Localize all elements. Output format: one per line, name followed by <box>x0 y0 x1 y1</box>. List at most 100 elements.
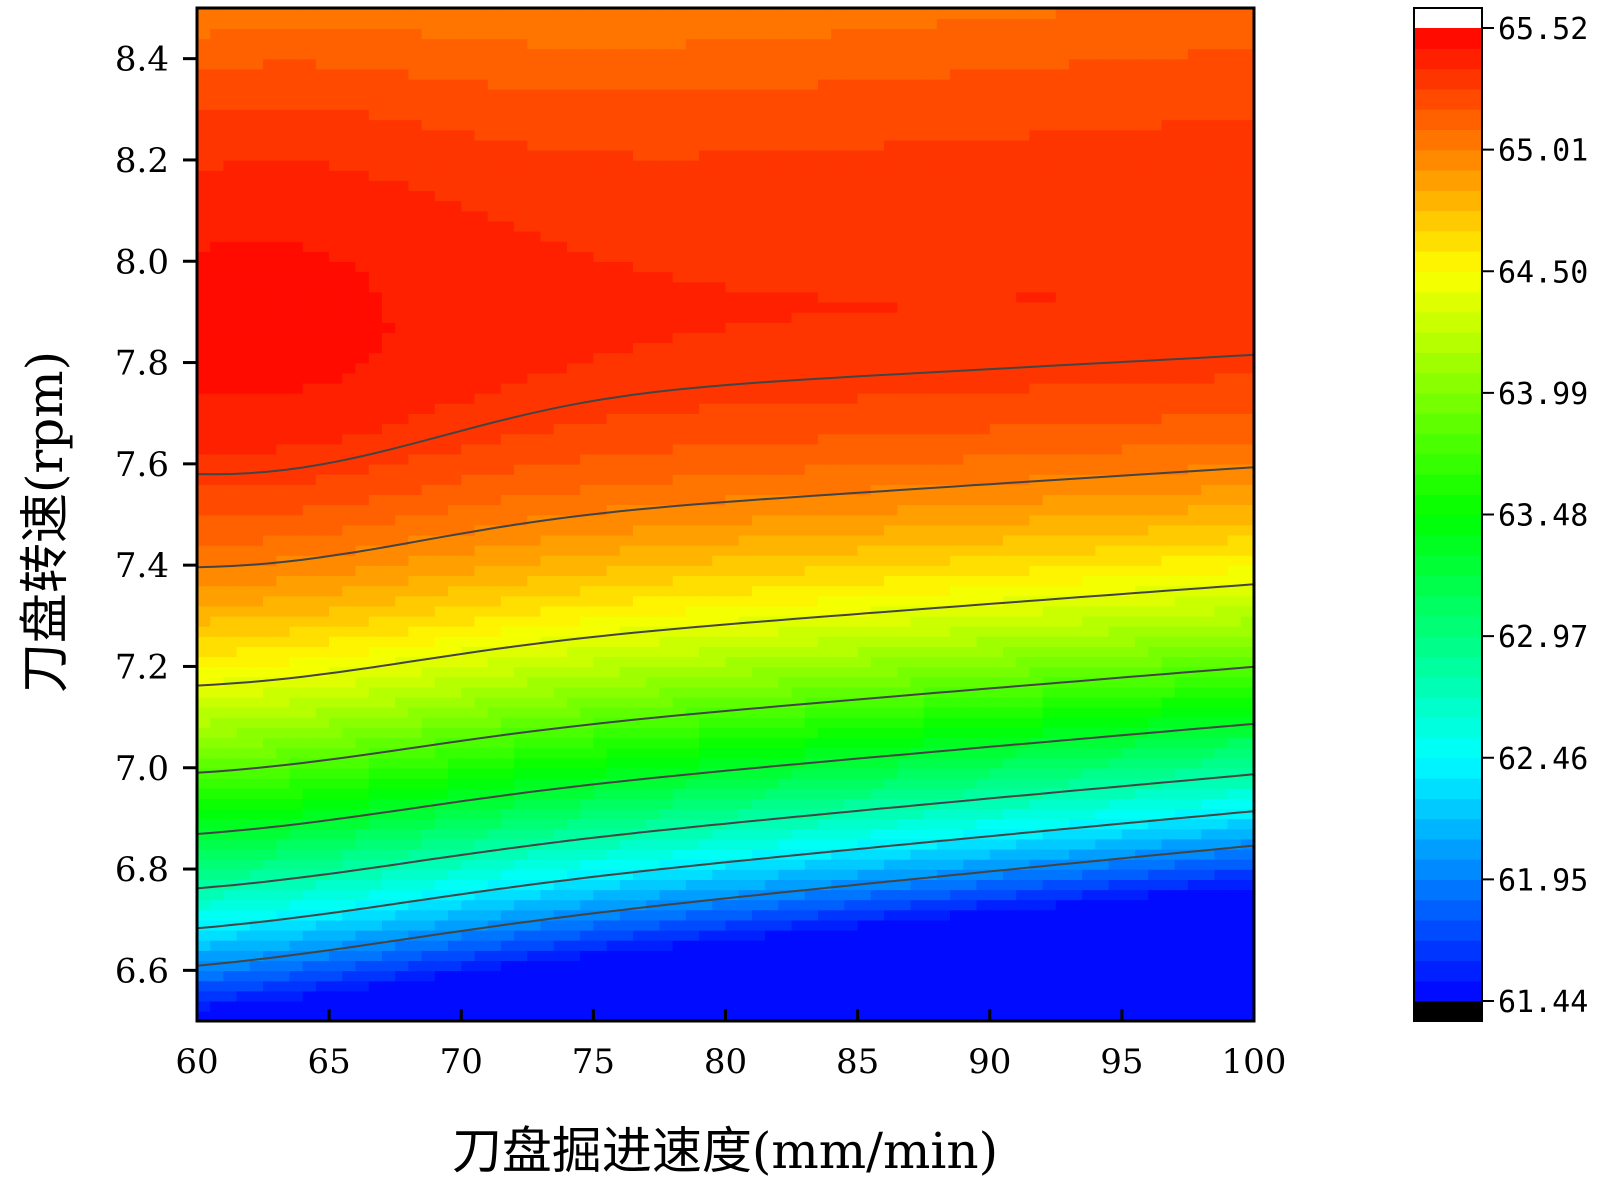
contour-cell <box>791 747 806 759</box>
contour-cell <box>448 149 462 161</box>
contour-cell <box>223 139 238 151</box>
contour-cell <box>751 129 766 141</box>
contour-cell <box>342 686 357 698</box>
contour-cell <box>395 940 410 951</box>
contour-cell <box>553 382 568 394</box>
contour-cell <box>818 149 832 161</box>
contour-cell <box>672 119 687 131</box>
contour-cell <box>197 980 211 992</box>
contour-cell <box>699 28 714 40</box>
contour-cell <box>500 322 515 333</box>
contour-cell <box>355 261 370 273</box>
contour-cell <box>395 717 410 728</box>
contour-cell <box>355 362 370 374</box>
contour-cell <box>831 241 846 252</box>
contour-cell <box>580 696 595 708</box>
contour-cell <box>699 818 714 830</box>
contour-cell <box>276 625 291 637</box>
contour-cell <box>580 990 595 1002</box>
contour-cell <box>593 311 608 323</box>
contour-cell <box>633 524 647 536</box>
contour-cell <box>461 747 476 759</box>
contour-cell <box>712 504 727 516</box>
contour-cell <box>434 149 449 161</box>
contour-cell <box>844 757 859 769</box>
contour-cell <box>725 737 740 749</box>
contour-cell <box>699 68 714 80</box>
contour-cell <box>487 747 502 759</box>
contour-cell <box>580 18 595 29</box>
contour-cell <box>434 403 449 414</box>
contour-cell <box>210 99 225 111</box>
contour-cell <box>725 281 740 293</box>
contour-cell <box>738 605 753 617</box>
contour-cell <box>514 190 529 202</box>
contour-cell <box>606 463 621 475</box>
contour-cell <box>434 38 449 50</box>
contour-cell <box>342 403 357 414</box>
contour-cell <box>474 666 489 678</box>
contour-cell <box>434 676 449 688</box>
contour-cell <box>382 180 396 192</box>
contour-cell <box>738 808 753 820</box>
contour-cell <box>223 109 238 121</box>
contour-cell <box>448 676 462 688</box>
contour-cell <box>210 89 225 100</box>
contour-cell <box>712 879 727 891</box>
contour-cell <box>461 129 476 141</box>
contour-cell <box>659 879 674 891</box>
contour-cell <box>514 828 529 840</box>
contour-cell <box>831 362 846 374</box>
contour-cell <box>355 767 370 779</box>
contour-cell <box>448 392 462 404</box>
contour-cell <box>395 68 410 80</box>
contour-cell <box>197 423 211 435</box>
contour-cell <box>263 970 278 982</box>
contour-cell <box>302 565 317 576</box>
contour-cell <box>236 281 251 293</box>
contour-cell <box>765 109 780 121</box>
contour-cell <box>725 474 740 485</box>
contour-cell <box>434 230 449 242</box>
contour-cell <box>751 170 766 181</box>
contour-cell <box>448 8 462 19</box>
contour-cell <box>421 463 436 475</box>
contour-cell <box>448 190 462 202</box>
contour-cell <box>818 99 832 111</box>
contour-cell <box>514 504 529 516</box>
contour-cell <box>197 899 211 911</box>
contour-cell <box>818 625 832 637</box>
contour-cell <box>302 28 317 40</box>
contour-cell <box>567 433 581 445</box>
contour-cell <box>778 484 793 495</box>
contour-cell <box>540 929 555 941</box>
contour-cell <box>500 38 515 50</box>
contour-cell <box>751 433 766 445</box>
contour-cell <box>249 737 264 749</box>
contour-cell <box>448 170 462 181</box>
contour-cell <box>289 443 304 455</box>
contour-cell <box>276 585 291 597</box>
contour-cell <box>342 251 357 262</box>
contour-cell <box>685 595 700 607</box>
contour-cell <box>289 889 304 901</box>
contour-cell <box>646 352 661 364</box>
contour-cell <box>738 585 753 597</box>
contour-cell <box>276 788 291 799</box>
contour-cell <box>197 666 211 678</box>
contour-cell <box>778 767 793 779</box>
contour-cell <box>500 848 515 860</box>
contour-cell <box>500 474 515 485</box>
contour-cell <box>263 109 278 121</box>
contour-cell <box>249 494 264 506</box>
contour-cell <box>368 767 383 779</box>
contour-cell <box>540 555 555 566</box>
contour-cell <box>527 180 542 192</box>
contour-cell <box>844 433 859 445</box>
contour-cell <box>355 534 370 546</box>
contour-cell <box>197 676 211 688</box>
contour-cell <box>421 372 436 384</box>
contour-cell <box>474 322 489 333</box>
contour-cell <box>263 940 278 951</box>
contour-cell <box>448 646 462 658</box>
